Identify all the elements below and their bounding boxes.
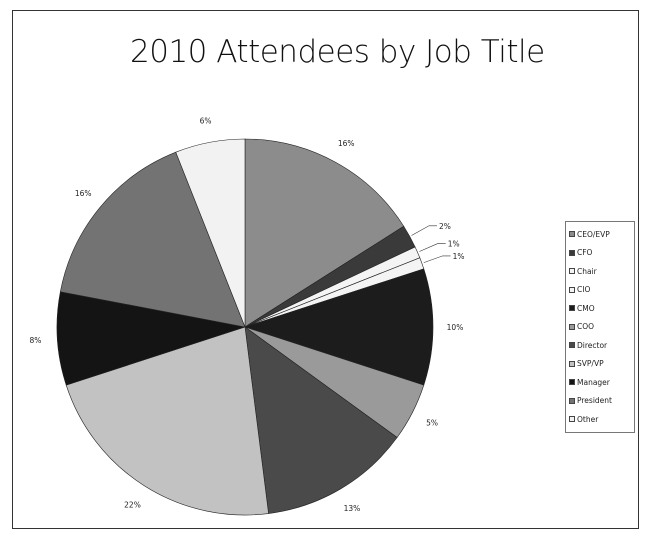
pie-slice-president: [59, 151, 246, 328]
legend-item-ceo-evp: CEO/EVP: [569, 227, 610, 241]
legend-swatch-director: [569, 342, 575, 348]
legend-swatch-coo: [569, 323, 575, 330]
legend-swatch-cmo: [569, 305, 575, 311]
pie-slice-ceo-evp: [244, 138, 405, 328]
legend-swatch-cio: [569, 286, 575, 293]
legend-item-cmo: CMO: [569, 301, 595, 315]
legend-label-cmo: CMO: [577, 303, 595, 313]
legend-label-ceo-evp: CEO/EVP: [577, 229, 610, 239]
legend-swatch-ceo-evp: [569, 231, 575, 237]
slice-label-ceo-evp: 16%: [338, 139, 355, 148]
legend-label-director: Director: [577, 340, 608, 350]
legend-swatch-president: [569, 397, 575, 404]
legend-label-manager: Manager: [577, 377, 610, 387]
pie-slice-other: [175, 138, 246, 328]
legend-swatch-svp-vp: [569, 360, 575, 367]
slice-label-manager: 8%: [29, 336, 41, 345]
legend-item-chair: Chair: [569, 264, 597, 278]
chart-legend: CEO/EVP CFO Chair CIO CMO COO Director SVP/VP Ma…: [565, 221, 635, 433]
legend-item-svp-vp: SVP/VP: [569, 357, 604, 371]
leader-line-chair: [419, 243, 446, 252]
legend-swatch-manager: [569, 379, 575, 385]
legend-item-cio: CIO: [569, 283, 590, 297]
legend-label-chair: Chair: [577, 266, 597, 276]
slice-label-cmo: 10%: [447, 323, 464, 332]
legend-label-cio: CIO: [577, 285, 591, 294]
legend-item-president: President: [569, 394, 612, 408]
legend-item-coo: COO: [569, 320, 594, 334]
legend-swatch-cfo: [569, 249, 575, 256]
legend-item-cfo: CFO: [569, 246, 592, 260]
legend-swatch-chair: [569, 268, 575, 274]
legend-swatch-other: [569, 416, 575, 422]
legend-item-manager: Manager: [569, 375, 610, 389]
legend-label-svp-vp: SVP/VP: [577, 359, 604, 368]
leader-line-cio: [423, 255, 451, 263]
slice-label-coo: 5%: [426, 418, 438, 427]
slice-label-cio: 1%: [453, 252, 465, 261]
chart-title: 2010 Attendees by Job Title: [130, 34, 545, 70]
pie-slice-cmo: [244, 268, 434, 386]
slice-label-director: 13%: [344, 504, 361, 513]
slice-label-svp-vp: 22%: [124, 500, 141, 509]
slice-label-other: 6%: [200, 117, 212, 126]
pie-slice-director: [244, 326, 398, 514]
slice-label-cfo: 2%: [439, 222, 451, 231]
legend-label-cfo: CFO: [577, 248, 593, 257]
slice-label-president: 16%: [75, 189, 92, 198]
pie-slice-manager: [56, 291, 246, 386]
legend-label-president: President: [577, 396, 612, 405]
legend-label-coo: COO: [577, 322, 595, 331]
legend-label-other: Other: [577, 414, 599, 424]
pie-slice-svp-vp: [65, 326, 269, 516]
legend-item-other: Other: [569, 412, 598, 426]
leader-line-cfo: [411, 225, 437, 236]
slice-label-chair: 1%: [448, 240, 460, 249]
legend-item-director: Director: [569, 338, 607, 352]
